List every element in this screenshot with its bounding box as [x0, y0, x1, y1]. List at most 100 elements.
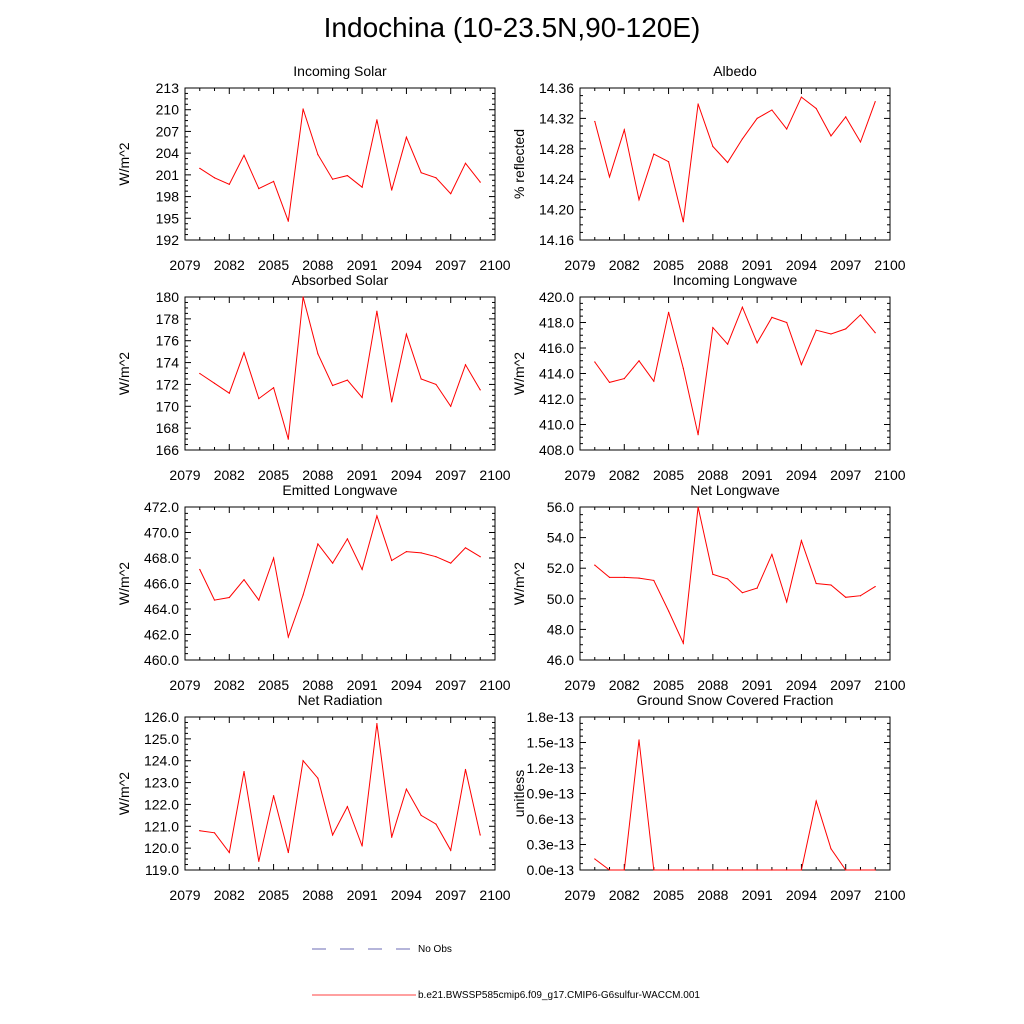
chart-title: Ground Snow Covered Fraction	[637, 692, 834, 708]
data-point	[243, 154, 245, 156]
data-point	[830, 848, 832, 850]
data-point	[727, 578, 729, 580]
y-tick-label: 466.0	[144, 576, 179, 592]
data-point	[450, 562, 452, 564]
y-tick-label: 174	[156, 355, 180, 371]
y-tick-label: 210	[156, 102, 180, 118]
data-point	[845, 116, 847, 118]
x-tick-label: 2088	[302, 257, 333, 273]
x-tick-label: 2100	[874, 887, 905, 903]
x-tick-label: 2085	[653, 887, 684, 903]
chart-panel-4: Incoming Longwave 2079 2082 2085 2088 2091 209…	[511, 272, 906, 483]
series-line	[594, 305, 876, 435]
x-tick-label: 2091	[347, 467, 378, 483]
x-tick-label: 2088	[697, 467, 728, 483]
data-point	[682, 642, 684, 644]
y-tick-label: 121.0	[144, 818, 179, 834]
y-tick-label: 414.0	[539, 366, 574, 382]
y-tick-label: 122.0	[144, 796, 179, 812]
data-point	[786, 128, 788, 130]
x-tick-label: 2097	[830, 257, 861, 273]
x-tick-label: 2094	[786, 467, 817, 483]
data-point	[845, 328, 847, 330]
data-point	[420, 378, 422, 380]
data-point	[874, 101, 876, 103]
x-tick-label: 2091	[742, 467, 773, 483]
y-tick-label: 166	[156, 442, 180, 458]
y-tick-label: 54.0	[547, 530, 574, 546]
data-point	[346, 538, 348, 540]
y-tick-label: 468.0	[144, 550, 179, 566]
data-point	[272, 387, 275, 389]
data-point	[712, 573, 714, 575]
data-point	[741, 869, 743, 871]
data-point	[667, 869, 670, 871]
data-point	[302, 296, 304, 298]
data-point	[712, 327, 714, 329]
x-tick-label: 2088	[302, 887, 333, 903]
data-point	[346, 806, 348, 808]
x-tick-label: 2088	[697, 887, 728, 903]
x-tick-label: 2091	[742, 887, 773, 903]
y-tick-label: 14.32	[539, 110, 574, 126]
data-point	[213, 599, 216, 601]
y-tick-label: 56.0	[547, 499, 574, 515]
data-point	[845, 869, 847, 871]
data-point	[653, 579, 655, 582]
data-point	[272, 795, 275, 797]
y-tick-label: 14.24	[539, 171, 574, 187]
chart-panel-1: Incoming Solar 2079 2082 2085 2088 2091 2094 20…	[116, 63, 511, 273]
x-tick-label: 2094	[786, 677, 817, 693]
data-point	[391, 836, 393, 838]
data-point	[228, 851, 230, 854]
data-point	[771, 109, 773, 111]
data-point	[450, 849, 452, 851]
data-point	[213, 382, 216, 384]
x-tick-label: 2082	[609, 887, 640, 903]
data-point	[420, 814, 422, 816]
data-point	[258, 398, 260, 400]
data-point	[228, 596, 230, 599]
data-point	[213, 832, 216, 834]
data-point	[435, 556, 437, 558]
x-tick-label: 2100	[874, 257, 905, 273]
chart-panel-8: Ground Snow Covered Fraction 2079 2082 2085…	[511, 692, 906, 903]
x-tick-label: 2097	[830, 677, 861, 693]
series-line	[594, 739, 876, 871]
plot-frame	[579, 506, 891, 661]
data-point	[479, 181, 481, 183]
data-point	[608, 576, 611, 578]
series-line	[199, 296, 481, 440]
data-point	[800, 96, 803, 98]
data-point	[771, 553, 773, 556]
data-point	[287, 220, 289, 222]
y-tick-label: 178	[156, 311, 180, 327]
y-tick-label: 201	[156, 167, 180, 183]
data-point	[638, 199, 640, 201]
y-tick-label: 14.20	[539, 202, 574, 218]
data-point	[594, 361, 596, 363]
x-tick-label: 2091	[742, 257, 773, 273]
data-point	[258, 188, 260, 190]
data-point	[332, 384, 334, 387]
data-point	[682, 221, 684, 223]
data-point	[479, 834, 481, 836]
series-line	[594, 96, 876, 222]
x-tick-label: 2088	[302, 467, 333, 483]
y-axis-label: % reflected	[511, 129, 527, 199]
data-point	[317, 153, 319, 156]
plot-frame	[579, 87, 891, 241]
x-tick-label: 2085	[258, 677, 289, 693]
data-point	[594, 120, 596, 123]
data-point	[391, 189, 393, 191]
y-axis-label: W/m^2	[116, 772, 132, 815]
x-tick-label: 2088	[697, 677, 728, 693]
data-point	[376, 310, 378, 312]
x-tick-label: 2085	[653, 467, 684, 483]
x-tick-label: 2097	[435, 467, 466, 483]
data-point	[243, 771, 245, 773]
x-tick-label: 2082	[609, 677, 640, 693]
data-point	[667, 161, 670, 163]
y-tick-label: 470.0	[144, 525, 179, 541]
y-tick-label: 410.0	[539, 417, 574, 433]
